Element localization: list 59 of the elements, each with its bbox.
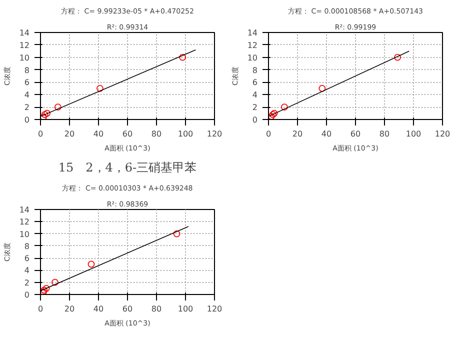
x-tick-label: 100 (178, 130, 194, 138)
point (40, 286, 48, 294)
y-tick-label: 12 (19, 40, 30, 50)
y-tick-label: 14 (247, 28, 258, 38)
point (54, 104, 62, 111)
point (44, 110, 50, 117)
x-tick-label: 20 (292, 130, 303, 138)
y-tick-label: 8 (252, 66, 258, 75)
x-tick-label: 0 (266, 130, 272, 138)
x-tick-label: 120 (434, 130, 450, 138)
x-tick-label: 120 (206, 130, 222, 138)
y-tick-label: 10 (19, 230, 30, 239)
y-tick-label: 14 (19, 28, 30, 38)
y-tick-label: 4 (24, 90, 30, 100)
x-tick-label: 20 (64, 130, 75, 138)
x-tick-label: 60 (122, 304, 133, 314)
point (281, 104, 288, 111)
x-tick-label: 100 (178, 304, 194, 314)
x-tick-label: 0 (38, 304, 44, 314)
y-tick-label: 4 (252, 90, 258, 100)
y-tick-label: 12 (19, 218, 30, 227)
y-tick-label: 10 (19, 53, 30, 62)
x-tick-label: 80 (151, 130, 162, 138)
x-tick-label: 0 (38, 130, 44, 138)
y-tick-label: 6 (252, 78, 258, 88)
x-tick-label: 40 (93, 304, 104, 314)
x-tick-label: 80 (379, 130, 390, 138)
x-tick-label: 40 (321, 130, 332, 138)
y-tick-label: 0 (252, 116, 258, 124)
y-tick-label: 2 (24, 278, 30, 288)
y-tick-label: 14 (19, 206, 30, 214)
point (96, 84, 104, 92)
point (42, 284, 50, 292)
y-tick-label: 2 (252, 103, 258, 112)
point (179, 54, 186, 61)
y-tick-label: 8 (24, 66, 30, 75)
x-tick-label: 40 (93, 130, 104, 138)
y-tick-label: 0 (24, 290, 30, 300)
point (173, 230, 180, 238)
y-tick-label: 2 (24, 103, 30, 112)
x-tick-label: 100 (406, 130, 422, 138)
point (52, 278, 58, 286)
y-tick-label: 12 (247, 40, 258, 50)
x-tick-label: 120 (206, 304, 222, 314)
y-tick-label: 10 (247, 53, 258, 62)
y-tick-label: 6 (24, 78, 30, 88)
x-tick-label: 20 (64, 304, 75, 314)
point (88, 260, 95, 268)
y-tick-label: 0 (24, 116, 30, 124)
x-tick-label: 60 (122, 130, 133, 138)
text: 15 2，4，6-三硝基甲苯 (58, 160, 197, 174)
point (394, 54, 401, 61)
point (41, 111, 48, 118)
x-tick-label: 60 (350, 130, 361, 138)
x-tick-label: 80 (151, 304, 162, 314)
y-tick-label: 4 (24, 266, 30, 276)
point (318, 84, 326, 92)
y-tick-label: 8 (24, 242, 30, 251)
y-tick-label: 6 (24, 254, 30, 264)
